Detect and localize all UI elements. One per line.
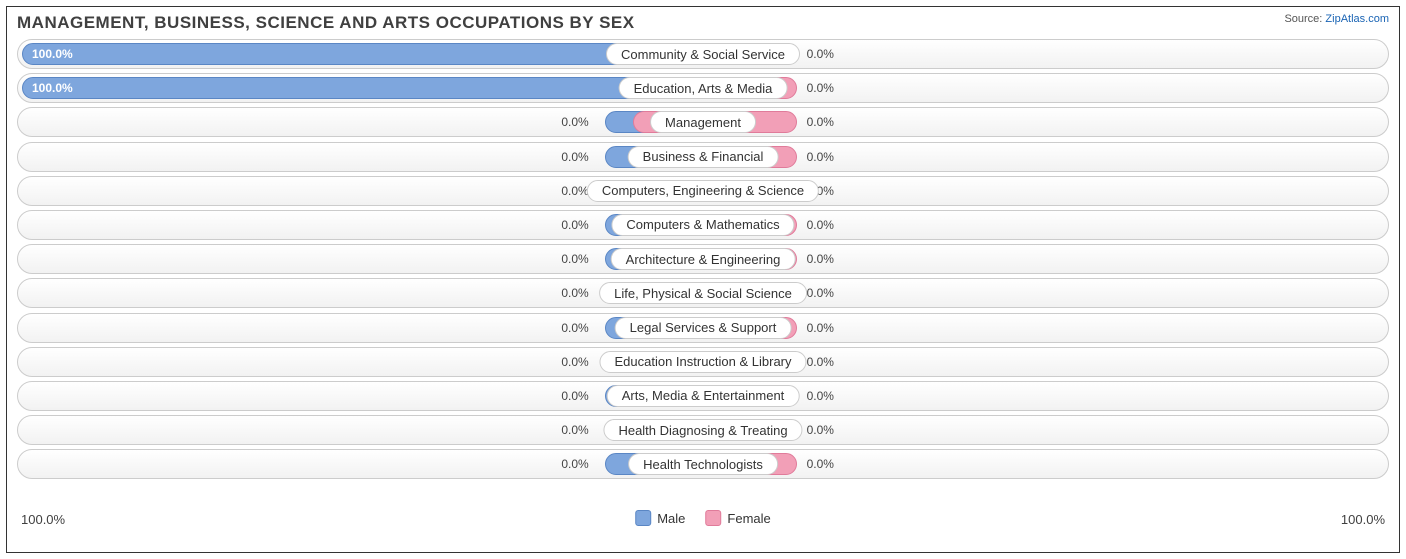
legend-male: Male [635, 510, 685, 526]
chart-title: MANAGEMENT, BUSINESS, SCIENCE AND ARTS O… [17, 13, 635, 33]
source-attribution: Source: ZipAtlas.com [1284, 13, 1389, 25]
legend: Male Female [635, 510, 771, 526]
data-row: 0.0% 0.0% Arts, Media & Entertainment [17, 381, 1389, 411]
row-label: Health Diagnosing & Treating [603, 419, 802, 441]
data-row: 0.0% 0.0% Health Technologists [17, 449, 1389, 479]
data-row: 0.0%0.0%Life, Physical & Social Science [17, 278, 1389, 308]
row-label: Health Technologists [628, 453, 778, 475]
data-row: 100.0% 0.0% Education, Arts & Media [17, 73, 1389, 103]
row-label: Arts, Media & Entertainment [607, 385, 800, 407]
header: MANAGEMENT, BUSINESS, SCIENCE AND ARTS O… [7, 7, 1399, 35]
female-pct-label: 0.0% [807, 47, 834, 61]
data-row: 0.0% 0.0% Business & Financial [17, 142, 1389, 172]
female-pct-label: 0.0% [807, 81, 834, 95]
male-pct-label: 0.0% [561, 184, 588, 198]
male-pct-label: 0.0% [561, 457, 588, 471]
male-pct-label: 0.0% [561, 389, 588, 403]
data-row: 0.0%0.0%Education Instruction & Library [17, 347, 1389, 377]
row-label: Computers & Mathematics [611, 214, 794, 236]
row-label: Architecture & Engineering [611, 248, 796, 270]
male-pct-label: 0.0% [561, 252, 588, 266]
male-pct-label: 0.0% [561, 355, 588, 369]
female-swatch-icon [705, 510, 721, 526]
source-link[interactable]: ZipAtlas.com [1325, 13, 1389, 25]
rows-area: 100.0%0.0%Community & Social Service100.… [7, 35, 1399, 479]
axis-right-label: 100.0% [1341, 512, 1385, 527]
female-pct-label: 0.0% [807, 252, 834, 266]
footer: Male Female 100.0% 100.0% [7, 504, 1399, 552]
male-pct-label: 0.0% [561, 321, 588, 335]
legend-female: Female [705, 510, 770, 526]
row-label: Life, Physical & Social Science [599, 282, 807, 304]
female-pct-label: 0.0% [807, 423, 834, 437]
legend-female-label: Female [727, 511, 770, 526]
row-label: Management [650, 111, 756, 133]
male-pct-label: 100.0% [32, 47, 73, 61]
data-row: 0.0%0.0%Computers, Engineering & Science [17, 176, 1389, 206]
male-pct-label: 100.0% [32, 81, 73, 95]
male-pct-label: 0.0% [561, 286, 588, 300]
female-pct-label: 0.0% [807, 286, 834, 300]
female-pct-label: 0.0% [807, 115, 834, 129]
data-row: 0.0% 0.0% Health Diagnosing & Treating [17, 415, 1389, 445]
legend-male-label: Male [657, 511, 685, 526]
data-row: 0.0% 0.0% Legal Services & Support [17, 313, 1389, 343]
female-pct-label: 0.0% [807, 389, 834, 403]
row-label: Community & Social Service [606, 43, 800, 65]
source-label: Source: [1284, 13, 1322, 25]
data-row: 0.0% 0.0% Architecture & Engineering [17, 244, 1389, 274]
row-label: Business & Financial [628, 146, 779, 168]
axis-left-label: 100.0% [21, 512, 65, 527]
female-pct-label: 0.0% [807, 321, 834, 335]
female-pct-label: 0.0% [807, 150, 834, 164]
chart-container: MANAGEMENT, BUSINESS, SCIENCE AND ARTS O… [6, 6, 1400, 553]
row-label: Education, Arts & Media [619, 77, 788, 99]
male-pct-label: 0.0% [561, 115, 588, 129]
female-pct-label: 0.0% [807, 355, 834, 369]
row-label: Legal Services & Support [615, 317, 792, 339]
male-pct-label: 0.0% [561, 423, 588, 437]
female-pct-label: 0.0% [807, 218, 834, 232]
data-row: 0.0% 0.0% Management [17, 107, 1389, 137]
row-label: Computers, Engineering & Science [587, 180, 819, 202]
female-pct-label: 0.0% [807, 457, 834, 471]
male-pct-label: 0.0% [561, 218, 588, 232]
data-row: 100.0% 0.0% Community & Social Service [17, 39, 1389, 69]
data-row: 0.0% 0.0% Computers & Mathematics [17, 210, 1389, 240]
male-pct-label: 0.0% [561, 150, 588, 164]
row-label: Education Instruction & Library [599, 351, 806, 373]
male-swatch-icon [635, 510, 651, 526]
